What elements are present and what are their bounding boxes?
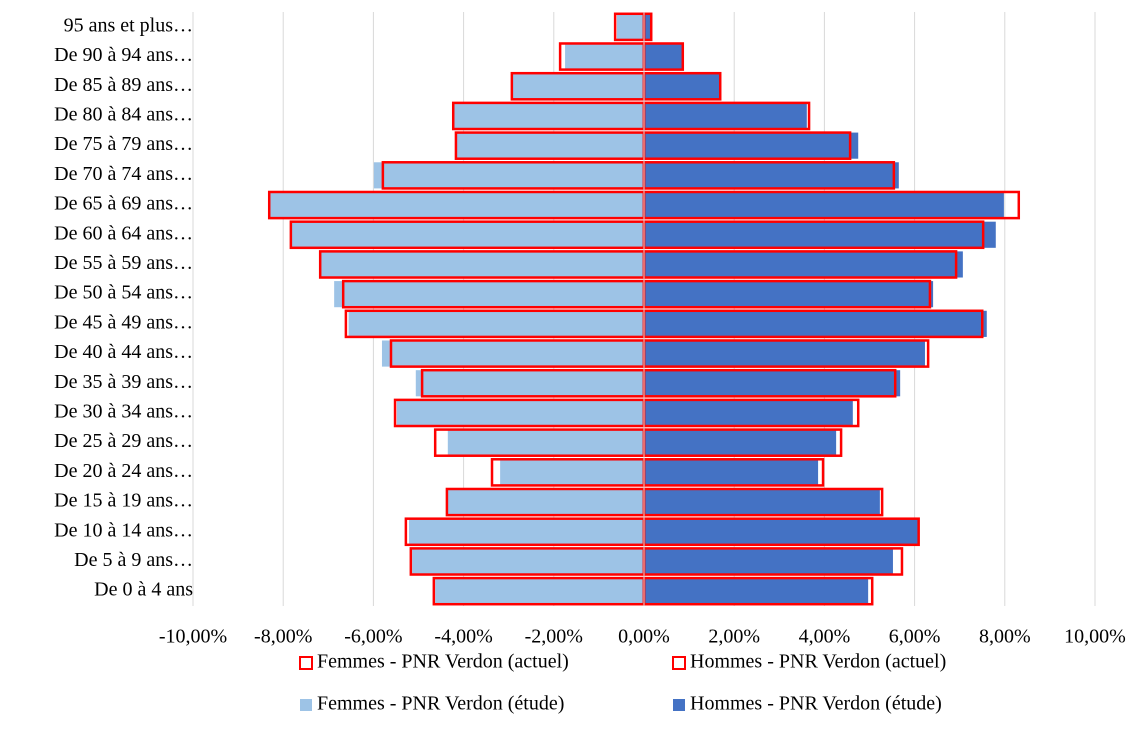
x-tick-label: -10,00% — [159, 626, 227, 648]
legend-swatch — [673, 699, 685, 711]
bar — [644, 132, 859, 159]
legend-label: Hommes - PNR Verdon (actuel) — [690, 651, 946, 673]
y-tick-label: De 5 à 9 ans… — [74, 549, 193, 571]
y-tick-label: De 20 à 24 ans… — [54, 460, 193, 482]
bar — [500, 459, 644, 486]
bar — [644, 578, 869, 605]
x-tick-label: 10,00% — [1064, 626, 1126, 648]
bar — [447, 429, 644, 456]
x-tick-label: 4,00% — [799, 626, 851, 648]
x-tick-label: -4,00% — [434, 626, 492, 648]
bar — [644, 221, 996, 248]
bar — [644, 548, 893, 575]
x-tick-label: -2,00% — [525, 626, 583, 648]
x-tick-label: 2,00% — [708, 626, 760, 648]
bar — [644, 281, 934, 308]
bar — [334, 281, 644, 308]
bar — [320, 251, 644, 278]
bar — [454, 102, 644, 130]
bar — [381, 340, 644, 367]
y-tick-label: De 0 à 4 ans — [94, 579, 193, 601]
bar — [290, 221, 644, 248]
y-tick-label: De 75 à 79 ans… — [54, 133, 193, 155]
bar — [348, 310, 644, 337]
bar — [644, 102, 807, 130]
bar — [616, 13, 644, 40]
bar — [644, 251, 963, 278]
bar — [644, 340, 925, 367]
bar — [511, 73, 644, 100]
bar — [396, 399, 644, 427]
legend-label: Femmes - PNR Verdon (actuel) — [317, 651, 569, 673]
bar — [644, 399, 853, 427]
bar — [644, 488, 880, 516]
bar — [644, 459, 819, 486]
bar — [644, 43, 682, 70]
y-tick-label: De 45 à 49 ans… — [54, 311, 193, 333]
bar — [456, 132, 644, 159]
x-tick-label: 0,00% — [618, 626, 670, 648]
legend-swatch — [299, 656, 313, 670]
y-tick-label: De 15 à 19 ans… — [54, 490, 193, 512]
bar — [446, 488, 644, 516]
bar — [644, 73, 721, 100]
y-tick-label: De 35 à 39 ans… — [54, 371, 193, 393]
y-tick-label: De 85 à 89 ans… — [54, 74, 193, 96]
y-tick-label: De 40 à 44 ans… — [54, 341, 193, 363]
x-tick-label: 8,00% — [979, 626, 1031, 648]
legend-label: Hommes - PNR Verdon (étude) — [690, 693, 942, 715]
y-tick-label: De 80 à 84 ans… — [54, 104, 193, 126]
bar — [644, 429, 837, 456]
bar — [565, 43, 644, 70]
bar — [269, 191, 644, 219]
legend-swatch — [672, 656, 686, 670]
legend-label: Femmes - PNR Verdon (étude) — [317, 693, 564, 715]
y-tick-label: De 60 à 64 ans… — [54, 222, 193, 244]
y-tick-label: De 70 à 74 ans… — [54, 163, 193, 185]
bar — [644, 310, 987, 337]
x-tick-label: -8,00% — [254, 626, 312, 648]
y-tick-label: De 90 à 94 ans… — [54, 44, 193, 66]
y-tick-label: De 50 à 54 ans… — [54, 282, 193, 304]
y-tick-label: 95 ans et plus… — [64, 14, 193, 36]
legend-swatch — [300, 699, 312, 711]
y-tick-label: De 55 à 59 ans… — [54, 252, 193, 274]
bar — [373, 162, 644, 189]
bar — [435, 578, 644, 605]
x-tick-label: 6,00% — [889, 626, 941, 648]
x-tick-label: -6,00% — [344, 626, 402, 648]
y-tick-label: De 65 à 69 ans… — [54, 193, 193, 215]
bar — [644, 370, 901, 397]
bar — [644, 13, 652, 40]
bar — [644, 518, 919, 545]
bar — [644, 162, 899, 189]
bar — [644, 191, 1004, 219]
bar — [409, 518, 644, 545]
y-tick-label: De 30 à 34 ans… — [54, 401, 193, 423]
bar — [412, 548, 644, 575]
y-tick-label: De 10 à 14 ans… — [54, 519, 193, 541]
y-tick-label: De 25 à 29 ans… — [54, 430, 193, 452]
bar — [415, 370, 644, 397]
